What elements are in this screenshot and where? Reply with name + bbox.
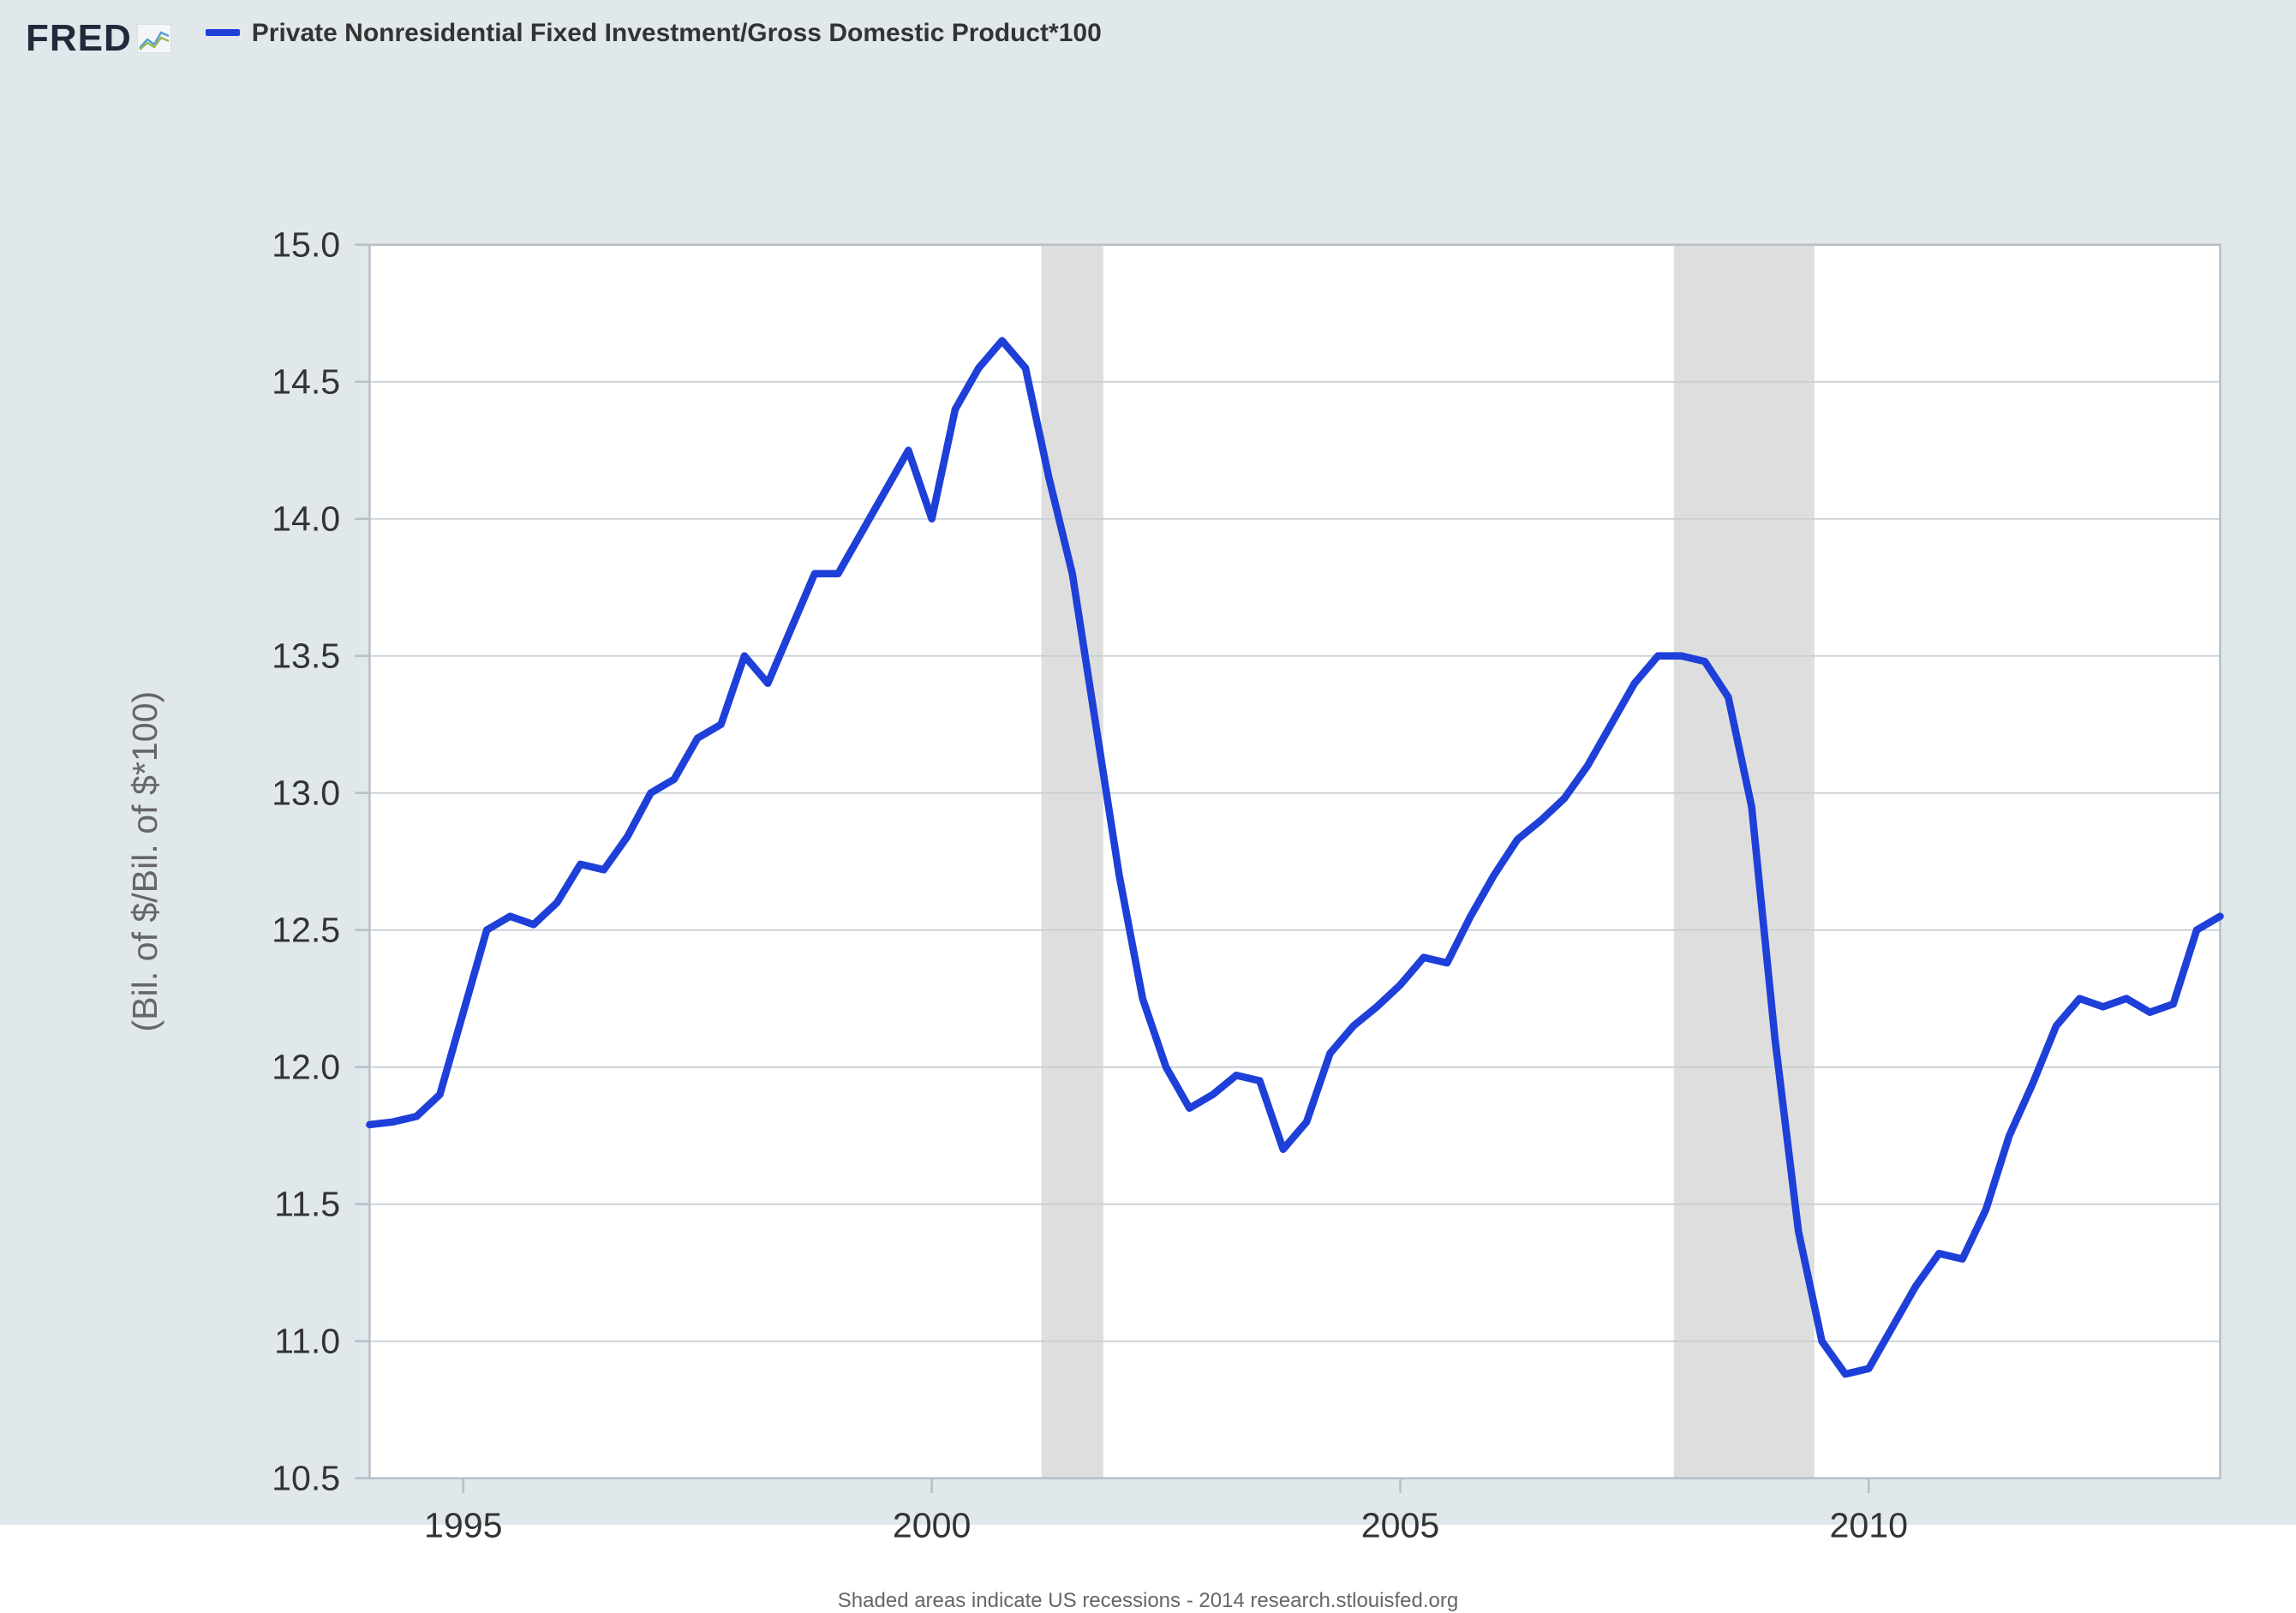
chart-plot: 10.5 11.0 11.5 12.0 12.5 13.0 13.5 14.0 14.5 15.0… <box>17 69 2279 1574</box>
svg-text:2005: 2005 <box>1361 1505 1439 1544</box>
svg-text:14.5: 14.5 <box>272 361 340 401</box>
svg-text:14.0: 14.0 <box>272 499 340 538</box>
fred-logo: FRED <box>26 17 171 60</box>
chart-header: FRED Private Nonresidential Fixed Invest… <box>17 17 2279 60</box>
svg-text:2000: 2000 <box>893 1505 972 1544</box>
svg-text:11.0: 11.0 <box>274 1321 340 1360</box>
chart-container: FRED Private Nonresidential Fixed Invest… <box>0 0 2296 1525</box>
chart-svg: 10.5 11.0 11.5 12.0 12.5 13.0 13.5 14.0 14.5 15.0… <box>17 69 2279 1574</box>
legend-swatch <box>206 29 240 36</box>
svg-text:13.5: 13.5 <box>272 636 340 675</box>
svg-text:2010: 2010 <box>1830 1505 1909 1544</box>
svg-text:12.0: 12.0 <box>272 1047 340 1086</box>
svg-text:10.5: 10.5 <box>272 1458 340 1497</box>
chart-legend: Private Nonresidential Fixed Investment/… <box>206 17 1896 50</box>
chart-footer-note: Shaded areas indicate US recessions - 20… <box>17 1589 2279 1613</box>
svg-text:13.0: 13.0 <box>272 773 340 812</box>
fred-logo-text: FRED <box>26 17 132 60</box>
svg-text:11.5: 11.5 <box>274 1184 340 1223</box>
fred-logo-icon <box>137 24 171 53</box>
svg-text:1995: 1995 <box>424 1505 502 1544</box>
legend-label: Private Nonresidential Fixed Investment/… <box>252 17 1102 50</box>
svg-text:15.0: 15.0 <box>272 224 340 264</box>
svg-text:12.5: 12.5 <box>272 910 340 949</box>
svg-text:(Bil. of $/Bil. of $*100): (Bil. of $/Bil. of $*100) <box>125 691 164 1032</box>
